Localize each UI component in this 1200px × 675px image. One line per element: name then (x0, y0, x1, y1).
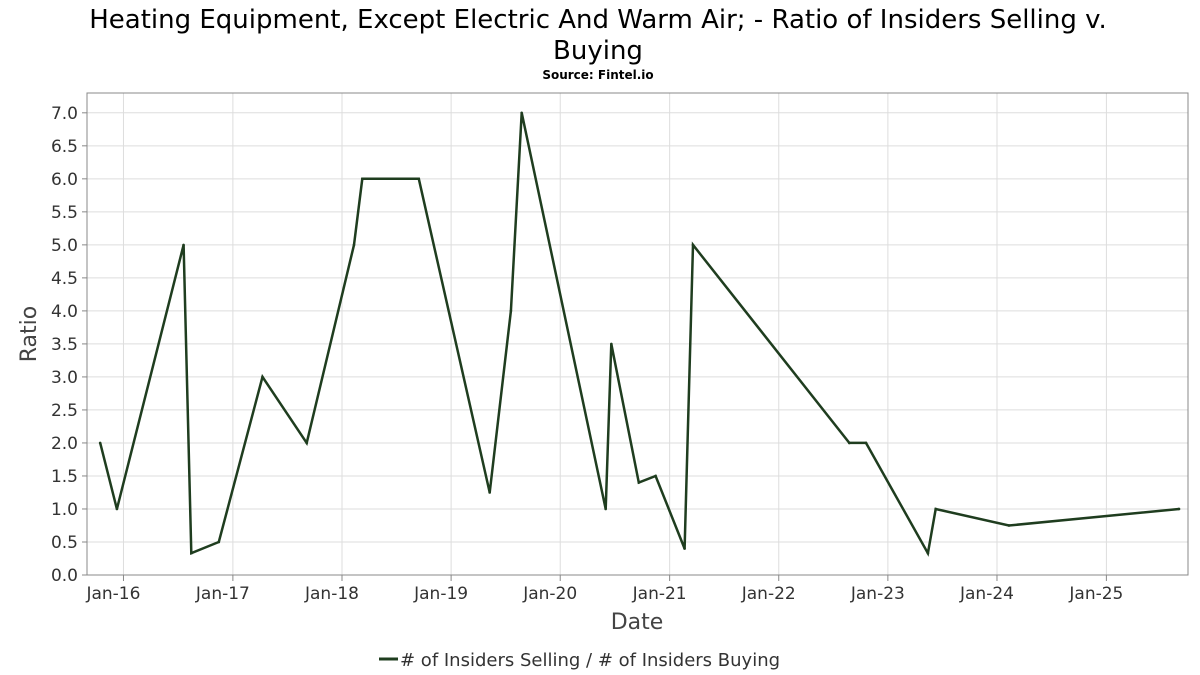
chart-subtitle: Source: Fintel.io (542, 68, 653, 82)
data-point (934, 507, 937, 511)
y-tick-label: 2.5 (51, 401, 78, 421)
y-axis-label: Ratio (17, 306, 42, 362)
data-point (926, 551, 930, 555)
plot-frame (86, 92, 1189, 576)
y-tick-label: 0.5 (51, 533, 78, 553)
data-point (864, 441, 868, 445)
y-tick-label: 4.5 (51, 269, 78, 289)
data-point (190, 551, 193, 555)
x-tick-label: Jan-16 (85, 584, 140, 604)
x-tick-label: Jan-18 (304, 584, 359, 604)
x-axis: Jan-16 Jan-17 Jan-18 Jan-19 Jan-20 Jan-21 Jan-… (85, 575, 1123, 604)
y-tick-label: 2.0 (51, 434, 78, 454)
data-point (520, 111, 523, 115)
data-point (352, 243, 356, 247)
data-point (361, 177, 364, 181)
grid (87, 93, 1188, 576)
x-tick-label: Jan-22 (741, 584, 796, 604)
x-tick-label: Jan-25 (1068, 584, 1123, 604)
y-tick-label: 3.5 (51, 335, 78, 355)
data-point (509, 309, 513, 313)
data-point (115, 507, 119, 511)
x-tick-label: Jan-24 (959, 584, 1014, 604)
data-point (417, 177, 421, 181)
data-point (305, 441, 309, 445)
y-tick-label: 6.0 (51, 170, 78, 190)
y-tick-label: 5.0 (51, 236, 78, 256)
x-tick-label: Jan-20 (522, 584, 577, 604)
y-tick-label: 0.0 (51, 566, 78, 586)
legend: # of Insiders Selling / # of Insiders Bu… (379, 650, 780, 671)
data-point (98, 441, 102, 445)
y-tick-label: 1.0 (51, 500, 78, 520)
y-tick-label: 1.5 (51, 467, 78, 487)
y-tick-label: 3.0 (51, 368, 78, 388)
data-point (488, 491, 491, 494)
data-point (604, 507, 607, 511)
y-tick-label: 7.0 (51, 104, 78, 124)
y-tick-label: 5.5 (51, 203, 78, 223)
data-point (610, 342, 613, 346)
data-point (261, 375, 264, 379)
data-point (683, 547, 686, 550)
data-point (691, 243, 695, 247)
data-point (1177, 507, 1181, 511)
x-axis-label: Date (611, 610, 664, 635)
data-point (847, 441, 851, 445)
legend-label: # of Insiders Selling / # of Insiders Bu… (400, 650, 780, 671)
x-tick-label: Jan-23 (850, 584, 905, 604)
y-tick-label: 6.5 (51, 137, 78, 157)
x-tick-label: Jan-19 (413, 584, 468, 604)
data-point (217, 540, 221, 544)
data-point (654, 474, 657, 478)
x-tick-label: Jan-21 (632, 584, 687, 604)
y-tick-label: 4.0 (51, 302, 78, 322)
y-axis: 0.0 0.5 1.0 1.5 2.0 2.5 3.0 3.5 4.0 4.5 5.0 5.5 6.0 6… (51, 104, 87, 586)
data-point (637, 481, 641, 484)
data-point (1007, 524, 1011, 527)
chart-title-line1: Heating Equipment, Except Electric And W… (89, 5, 1107, 35)
chart-title-line2: Buying (553, 36, 643, 66)
series-group (98, 111, 1181, 557)
data-point (182, 243, 185, 247)
x-tick-label: Jan-17 (195, 584, 250, 604)
